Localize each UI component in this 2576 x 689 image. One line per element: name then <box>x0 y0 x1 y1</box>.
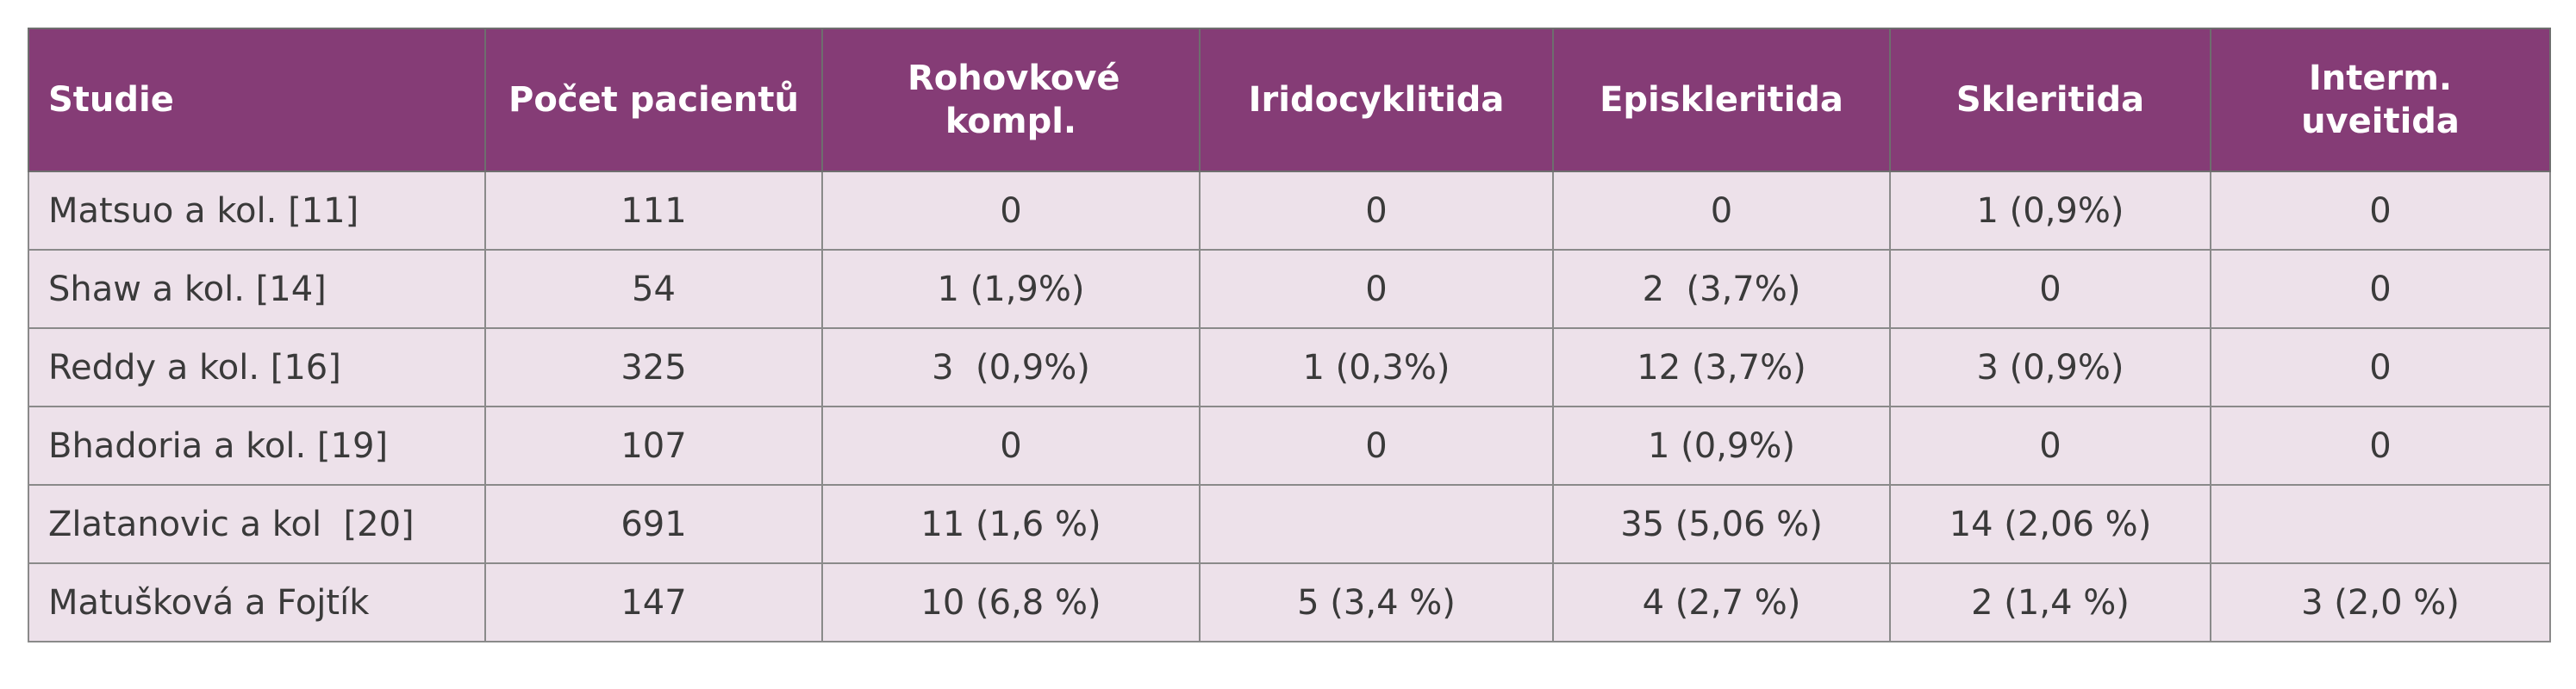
header-text: Interm. uveitida <box>2301 59 2460 141</box>
header-cell: Interm. uveitida <box>2210 28 2551 172</box>
table-cell: 14 (2,06 %) <box>1889 484 2211 564</box>
header-text: Episkleritida <box>1600 80 1843 120</box>
table-body: Matsuo a kol. [11] 111 0 0 0 1 (0,9%) 0 Shaw a … <box>28 171 2551 642</box>
table-cell: 111 <box>484 171 823 251</box>
table-cell: Bhadoria a kol. [19] <box>28 406 486 486</box>
table-cell: 147 <box>484 562 823 642</box>
header-cell: Rohovkové kompl. <box>821 28 1201 172</box>
header-cell: Počet pacientů <box>484 28 823 172</box>
table-cell: 691 <box>484 484 823 564</box>
table-row: Matušková a Fojtík 147 10 (6,8 %) 5 (3,4 %)… <box>28 562 2551 642</box>
table-cell: 325 <box>484 327 823 407</box>
table-cell: 35 (5,06 %) <box>1552 484 1891 564</box>
header-text: Rohovkové kompl. <box>908 59 1120 141</box>
header-row: Studie Počet pacientů Rohovkové kompl. Irid… <box>28 28 2551 172</box>
table-cell: 3 (0,9%) <box>1889 327 2211 407</box>
table-row: Zlatanovic a kol [20] 691 11 (1,6 %) 35 (5,… <box>28 484 2551 564</box>
table-cell: Reddy a kol. [16] <box>28 327 486 407</box>
table-cell: 0 <box>1889 406 2211 486</box>
table-cell: Zlatanovic a kol [20] <box>28 484 486 564</box>
table-cell: 1 (0,3%) <box>1199 327 1554 407</box>
table-cell: 3 (2,0 %) <box>2210 562 2551 642</box>
table-cell: 0 <box>1199 171 1554 251</box>
header-cell: Studie <box>28 28 486 172</box>
header-text: Iridocyklitida <box>1248 80 1505 120</box>
table-cell: Matušková a Fojtík <box>28 562 486 642</box>
table-cell: 107 <box>484 406 823 486</box>
table-cell: 0 <box>1889 249 2211 329</box>
table-cell <box>2210 484 2551 564</box>
table-cell: 10 (6,8 %) <box>821 562 1201 642</box>
table-cell: 5 (3,4 %) <box>1199 562 1554 642</box>
table-cell <box>1199 484 1554 564</box>
header-cell: Iridocyklitida <box>1199 28 1554 172</box>
table-cell: 1 (0,9%) <box>1889 171 2211 251</box>
table-cell: 1 (1,9%) <box>821 249 1201 329</box>
table-cell: 4 (2,7 %) <box>1552 562 1891 642</box>
table-cell: 0 <box>2210 327 2551 407</box>
table-cell: 3 (0,9%) <box>821 327 1201 407</box>
table-cell: 54 <box>484 249 823 329</box>
table-cell: 0 <box>2210 171 2551 251</box>
table-cell: Shaw a kol. [14] <box>28 249 486 329</box>
header-cell: Episkleritida <box>1552 28 1891 172</box>
table-row: Bhadoria a kol. [19] 107 0 0 1 (0,9%) 0 0 <box>28 406 2551 486</box>
header-text: Počet pacientů <box>508 80 799 120</box>
header-text: Studie <box>48 80 174 120</box>
table-cell: 2 (3,7%) <box>1552 249 1891 329</box>
table-cell: 0 <box>1552 171 1891 251</box>
table-cell: 1 (0,9%) <box>1552 406 1891 486</box>
table-cell: 0 <box>2210 249 2551 329</box>
table-cell: Matsuo a kol. [11] <box>28 171 486 251</box>
table-cell: 2 (1,4 %) <box>1889 562 2211 642</box>
table-cell: 12 (3,7%) <box>1552 327 1891 407</box>
table-cell: 0 <box>821 406 1201 486</box>
table-row: Shaw a kol. [14] 54 1 (1,9%) 0 2 (3,7%) 0 0 <box>28 249 2551 329</box>
header-cell: Skleritida <box>1889 28 2211 172</box>
header-text: Skleritida <box>1955 80 2145 120</box>
table-cell: 0 <box>1199 249 1554 329</box>
table-cell: 11 (1,6 %) <box>821 484 1201 564</box>
data-table: Studie Počet pacientů Rohovkové kompl. Irid… <box>28 28 2551 642</box>
table-row: Matsuo a kol. [11] 111 0 0 0 1 (0,9%) 0 <box>28 171 2551 251</box>
table-row: Reddy a kol. [16] 325 3 (0,9%) 1 (0,3%) 12 (… <box>28 327 2551 407</box>
table-cell: 0 <box>1199 406 1554 486</box>
table-cell: 0 <box>821 171 1201 251</box>
table-cell: 0 <box>2210 406 2551 486</box>
